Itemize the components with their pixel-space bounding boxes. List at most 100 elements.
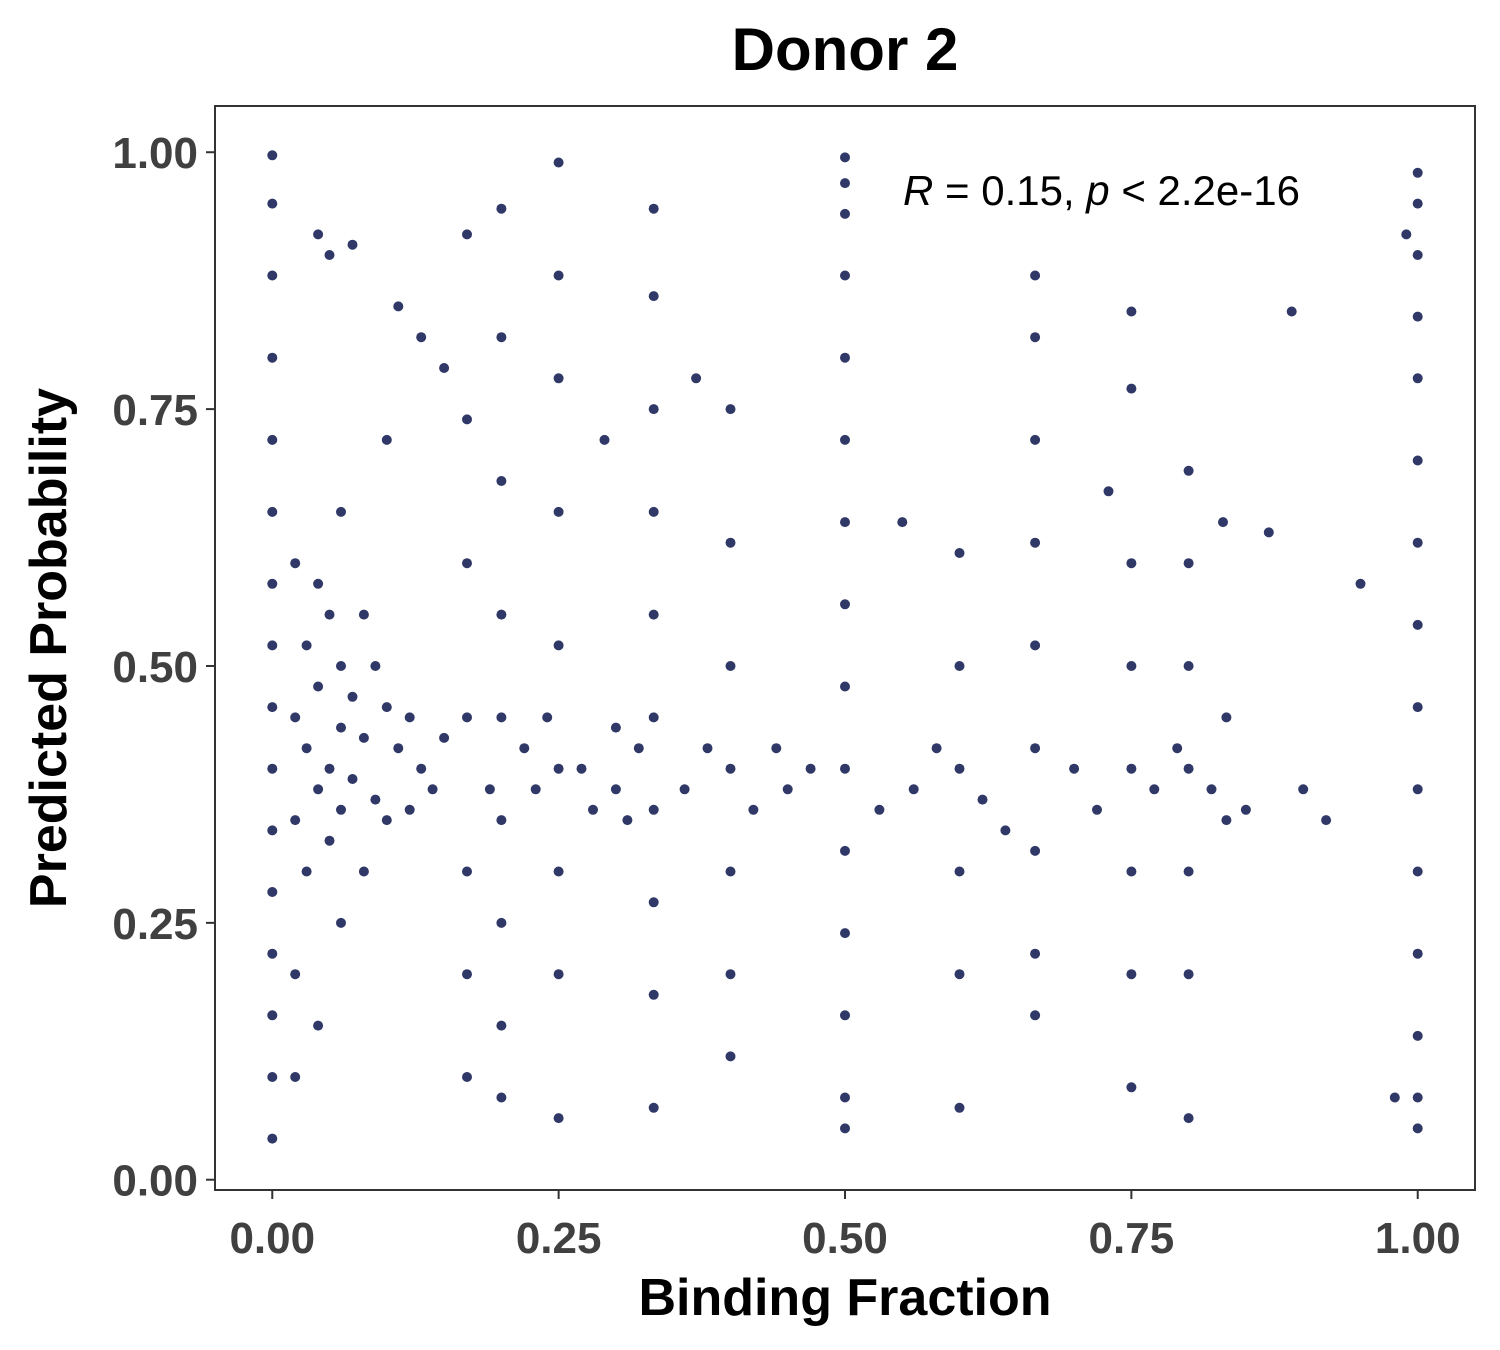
point-133	[874, 804, 885, 815]
point-120	[840, 208, 850, 219]
point-49	[393, 743, 404, 754]
point-91	[610, 784, 621, 795]
point-73	[496, 1020, 507, 1031]
point-6	[267, 578, 278, 589]
point-78	[553, 157, 564, 168]
point-60	[462, 558, 472, 569]
x-axis: 0.00 0.25 0.50 0.75 1.00	[229, 1190, 1461, 1263]
point-83	[553, 763, 564, 774]
point-19	[290, 969, 301, 980]
point-84	[553, 866, 564, 877]
point-196	[1412, 1030, 1423, 1041]
point-134	[897, 517, 908, 528]
y-tick-label-0: 0.00	[112, 1157, 198, 1206]
point-159	[1126, 558, 1137, 569]
point-175	[1218, 517, 1228, 528]
point-125	[840, 599, 850, 610]
point-101	[648, 897, 659, 908]
point-157	[1126, 306, 1137, 317]
point-81	[553, 506, 564, 517]
point-148	[1030, 537, 1041, 548]
point-195	[1412, 948, 1423, 959]
point-190	[1412, 537, 1423, 548]
point-124	[840, 517, 850, 528]
p-symbol: p	[1084, 167, 1109, 214]
point-41	[358, 609, 369, 620]
point-7	[267, 640, 278, 651]
point-68	[496, 476, 507, 486]
point-164	[1126, 1082, 1137, 1093]
point-12	[267, 948, 278, 959]
point-97	[648, 506, 659, 517]
point-100	[648, 804, 659, 815]
point-37	[336, 506, 346, 517]
point-82	[553, 640, 564, 651]
point-103	[648, 1102, 659, 1113]
point-43	[358, 866, 369, 877]
point-94	[648, 203, 659, 214]
point-122	[840, 352, 850, 363]
chart-title: Donor 2	[732, 16, 959, 83]
point-99	[648, 712, 659, 723]
point-70	[496, 712, 507, 723]
point-32	[324, 835, 335, 846]
x-tick-label-3: 0.75	[1089, 1214, 1175, 1263]
point-176	[1221, 712, 1232, 723]
point-135	[908, 784, 919, 795]
point-128	[840, 845, 850, 856]
point-50	[393, 301, 404, 312]
point-69	[496, 609, 507, 620]
point-154	[1069, 763, 1080, 774]
point-29	[324, 250, 335, 260]
point-181	[1298, 784, 1309, 795]
point-17	[290, 712, 301, 723]
point-77	[542, 712, 553, 723]
point-86	[553, 1113, 564, 1124]
point-74	[496, 1092, 507, 1103]
point-111	[725, 866, 736, 877]
point-197	[1412, 1092, 1423, 1103]
plot-border	[214, 105, 1476, 1191]
point-15	[267, 1133, 278, 1144]
point-72	[496, 917, 507, 928]
point-191	[1412, 619, 1423, 630]
point-35	[336, 804, 346, 815]
point-141	[954, 969, 965, 980]
point-10	[267, 825, 278, 836]
point-18	[290, 815, 301, 826]
point-40	[347, 239, 358, 250]
point-182	[1321, 815, 1332, 826]
y-tick-label-4: 1.00	[112, 129, 198, 178]
point-198	[1412, 1123, 1423, 1134]
point-31	[324, 763, 335, 774]
x-tick-label-4: 1.00	[1375, 1214, 1461, 1263]
point-152	[1030, 948, 1041, 959]
point-144	[1000, 825, 1011, 836]
point-58	[462, 229, 472, 240]
point-16	[290, 558, 301, 569]
point-186	[1412, 250, 1423, 260]
point-102	[648, 989, 659, 1000]
point-48	[381, 434, 392, 445]
point-67	[496, 332, 507, 343]
point-5	[267, 506, 278, 517]
point-2	[267, 270, 278, 281]
point-200	[1389, 1092, 1400, 1103]
point-188	[1412, 373, 1423, 384]
point-161	[1126, 763, 1137, 774]
point-147	[1030, 434, 1041, 445]
point-104	[679, 784, 690, 795]
point-87	[576, 763, 587, 774]
point-38	[347, 691, 358, 702]
point-1	[267, 198, 278, 209]
point-90	[610, 722, 621, 733]
point-21	[301, 640, 312, 651]
point-23	[301, 866, 312, 877]
point-178	[1240, 804, 1251, 815]
point-160	[1126, 661, 1137, 671]
y-axis: 0.00 0.25 0.50 0.75 1.00	[112, 129, 215, 1206]
point-22	[301, 743, 312, 754]
point-27	[313, 1020, 324, 1031]
point-62	[462, 866, 472, 877]
